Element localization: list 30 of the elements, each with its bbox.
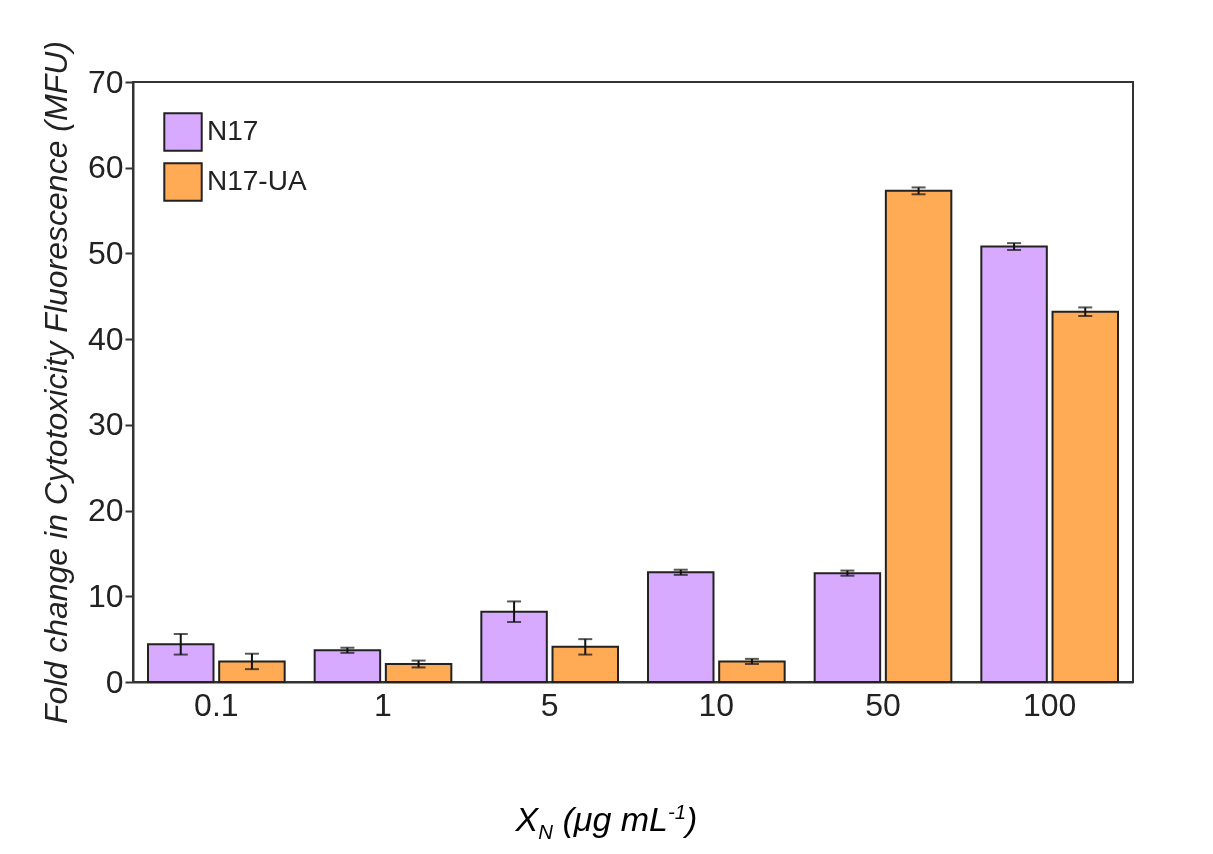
y-tick-label: 30 [87,406,124,443]
bar [313,649,382,683]
bar [218,660,286,683]
y-tick-label: 70 [87,63,124,100]
y-tick-label: 20 [87,492,124,529]
bar [480,610,548,683]
y-tick-label: 40 [87,320,124,357]
x-tick-label: 50 [865,686,901,723]
x-tick-label: 5 [540,686,559,723]
x-axis-title: X$_{N}$ (μg mL$^{-1}$) [514,800,699,844]
y-axis-title: Fold change in Cytotoxicity Fluorescence (MFU) [37,41,74,724]
bar [551,645,619,683]
bar [884,189,953,683]
bar [647,571,715,683]
bar [384,663,453,683]
x-tick-label: 0.1 [194,686,239,723]
legend-label: N17-UA [207,165,307,196]
bar [813,572,882,683]
bar [980,245,1048,683]
x-tick-label: 10 [698,686,735,723]
y-tick-label: 60 [87,149,124,186]
y-tick-label: 10 [87,577,124,614]
bar [718,660,786,683]
y-tick-label: 0 [105,663,124,700]
y-tick-label: 50 [87,234,124,271]
bar [1051,310,1119,683]
x-tick-label: 100 [1022,686,1077,723]
bar [147,643,215,683]
x-tick-label: 1 [374,686,392,723]
legend-label: N17 [207,115,259,146]
